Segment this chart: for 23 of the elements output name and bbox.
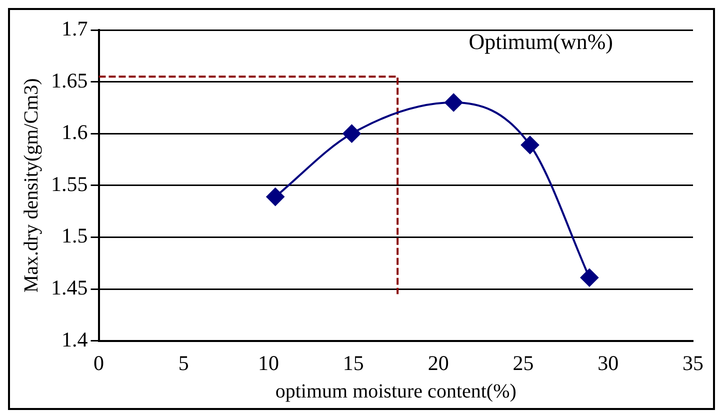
x-axis-title: optimum moisture content(%) [275,380,516,402]
y-tick-label: 1.45 [51,276,88,300]
point [521,136,540,154]
point [580,268,598,287]
y-tick-label: 1.7 [62,16,88,41]
point [342,124,361,143]
x-tick-label: 0 [94,350,104,375]
y-tick-label: 1.4 [62,327,88,352]
point [444,94,463,112]
point [266,188,284,206]
x-tick-label: 10 [258,350,280,375]
annotation: Optimum(wn%) [468,28,613,54]
y-tick-label: 1.5 [62,224,88,248]
y-tick-label: 1.65 [51,68,88,92]
y-tick-label: 1.6 [62,120,88,144]
x-tick-label: 20 [428,350,449,375]
x-tick-label: 5 [178,350,189,375]
x-tick-label: 30 [598,350,619,375]
y-axis-title: Max.dry density(gm/Cm3) [20,78,42,293]
x-tick-label: 25 [512,350,534,375]
x-tick-label: 35 [682,350,704,375]
y-tick-label: 1.55 [51,172,88,196]
x-tick-label: 15 [342,350,364,375]
